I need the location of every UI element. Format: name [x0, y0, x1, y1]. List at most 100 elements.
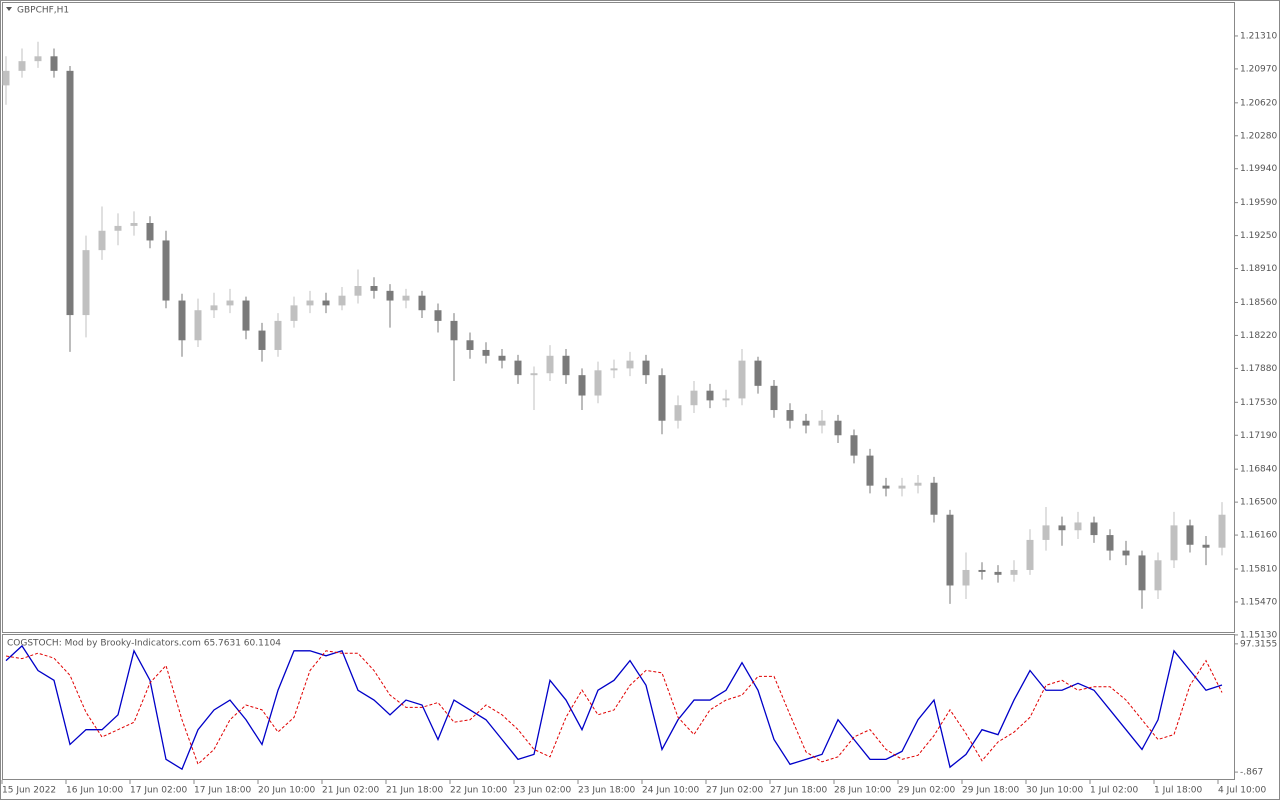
candle-body	[738, 360, 746, 399]
x-tick-label: 17 Jun 02:00	[130, 786, 187, 796]
candle-body	[402, 295, 410, 301]
y-tick-label: 1.18910	[1240, 264, 1277, 274]
candle-body	[146, 223, 154, 241]
x-tick-label: 20 Jun 10:00	[258, 786, 315, 796]
indicator-title: COGSTOCH: Mod by Brooky-Indicators.com 6…	[7, 639, 281, 649]
candle-body	[594, 370, 602, 396]
candle-body	[226, 300, 234, 306]
candle-body	[2, 70, 10, 86]
candle-body	[818, 420, 826, 426]
candle-body	[946, 514, 954, 586]
candle-body	[626, 360, 634, 369]
y-tick-label: 1.20970	[1240, 64, 1277, 74]
candle-body	[706, 390, 714, 401]
candle-body	[690, 390, 698, 406]
candle-body	[18, 61, 26, 71]
candle-body	[1202, 544, 1210, 548]
candle-body	[210, 305, 218, 311]
candle-body	[66, 70, 74, 316]
candle-body	[498, 355, 506, 361]
candle-body	[274, 320, 282, 350]
candle-body	[610, 368, 618, 371]
main-pane	[2, 2, 1235, 633]
candle-body	[1042, 525, 1050, 540]
candle-body	[1138, 555, 1146, 591]
x-tick-label: 15 Jun 2022	[2, 786, 56, 796]
x-tick-label: 1 Jul 18:00	[1154, 786, 1203, 796]
indicator-line	[5, 644, 1223, 771]
candle-body	[306, 300, 314, 306]
candle-body	[1090, 522, 1098, 536]
x-tick-label: 29 Jun 18:00	[962, 786, 1019, 796]
candle-body	[882, 485, 890, 489]
candle-body	[386, 290, 394, 301]
x-tick-label: 23 Jun 02:00	[514, 786, 571, 796]
candle-body	[530, 373, 538, 376]
y-tick-label: 1.18220	[1240, 331, 1277, 341]
candle-body	[1026, 539, 1034, 570]
indicator-line	[5, 650, 1223, 766]
candle-body	[466, 340, 474, 350]
candle-body	[674, 405, 682, 421]
y-tick-label: 1.19250	[1240, 231, 1277, 241]
candle-body	[338, 295, 346, 306]
candle-body	[1074, 522, 1082, 531]
candle-body	[1106, 535, 1114, 551]
y-tick-label: 1.16500	[1240, 498, 1277, 508]
candle-body	[978, 569, 986, 572]
y-tick-label: 1.15470	[1240, 597, 1277, 607]
candle-body	[658, 375, 666, 421]
candle-body	[290, 305, 298, 321]
candle-body	[354, 286, 362, 296]
y-tick-label: 1.18560	[1240, 298, 1277, 308]
candle-body	[754, 360, 762, 386]
candle-body	[130, 223, 138, 226]
candle-body	[1010, 569, 1018, 575]
x-tick-label: 27 Jun 18:00	[770, 786, 827, 796]
x-tick-label: 4 Jul 10:00	[1218, 786, 1267, 796]
x-tick-label: 24 Jun 10:00	[642, 786, 699, 796]
x-tick-label: 29 Jun 02:00	[898, 786, 955, 796]
candle-body	[1058, 525, 1066, 531]
candle-body	[1186, 525, 1194, 545]
symbol-menu-arrow[interactable]	[6, 7, 12, 11]
candle-body	[482, 349, 490, 356]
y-tick-label: 97.3155	[1240, 639, 1277, 649]
candle-body	[1170, 525, 1178, 561]
x-tick-label: 21 Jun 02:00	[322, 786, 379, 796]
y-tick-label: 1.19940	[1240, 164, 1277, 174]
candle-body	[434, 310, 442, 321]
x-tick-label: 28 Jun 10:00	[834, 786, 891, 796]
candle-body	[994, 571, 1002, 575]
indicator-pane	[2, 634, 1235, 780]
candle-body	[546, 355, 554, 374]
x-tick-label: 21 Jun 18:00	[386, 786, 443, 796]
y-tick-label: 1.17190	[1240, 431, 1277, 441]
candle-body	[514, 360, 522, 376]
candle-body	[962, 569, 970, 586]
x-tick-label: 1 Jul 02:00	[1090, 786, 1139, 796]
candle-body	[34, 56, 42, 62]
candle-body	[450, 320, 458, 341]
candle-body	[114, 225, 122, 231]
candle-body	[578, 375, 586, 396]
candle-body	[930, 482, 938, 515]
candle-body	[914, 482, 922, 486]
candle-body	[722, 398, 730, 401]
x-tick-label: 23 Jun 18:00	[578, 786, 635, 796]
candle-body	[866, 455, 874, 486]
y-tick-label: 1.21310	[1240, 31, 1277, 41]
candle-body	[898, 485, 906, 489]
y-tick-label: -.867	[1240, 768, 1263, 778]
y-tick-label: 1.16840	[1240, 465, 1277, 475]
y-tick-label: 1.17530	[1240, 398, 1277, 408]
candle-body	[418, 295, 426, 311]
candle-body	[162, 240, 170, 301]
candle-body	[1154, 560, 1162, 591]
y-tick-label: 1.16160	[1240, 531, 1277, 541]
candle-body	[194, 310, 202, 341]
candle-body	[1218, 514, 1226, 548]
x-tick-label: 17 Jun 18:00	[194, 786, 251, 796]
